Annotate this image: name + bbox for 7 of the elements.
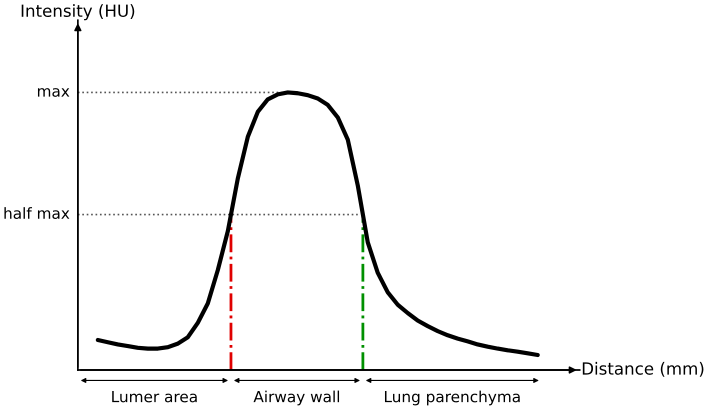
text: Lung parenchyma (384, 390, 520, 406)
x-axis-title: Distance (mm) (582, 362, 704, 377)
ref-line-label: half max (4, 207, 70, 219)
y-axis-title: Intensity (HU) (22, 4, 134, 20)
ref-line-label: max (38, 88, 70, 97)
text: Lumer area (112, 391, 197, 402)
text: Airway wall (254, 390, 340, 406)
